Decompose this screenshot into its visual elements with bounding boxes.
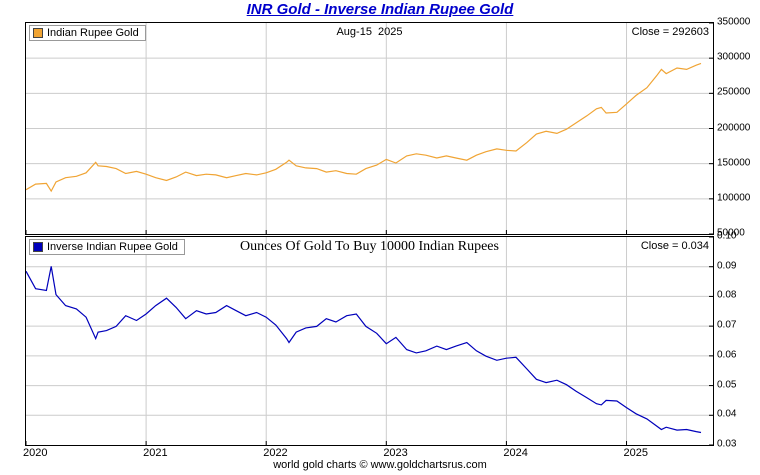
y-tick-label: 100000 [717,192,751,204]
y-tick-label: 300000 [717,51,751,63]
y-tick-label: 0.09 [717,260,737,272]
inverse-y-axis-labels: 0.03 0.04 0.05 0.06 0.07 0.08 0.09 0.10 [717,231,759,450]
x-tick-label: 2023 [383,447,408,459]
y-tick-label: 200000 [717,122,751,133]
gold-legend-label: Indian Rupee Gold [47,27,139,39]
gold-y-axis-labels: 50000 100000 150000 200000 250000 300000 35000… [717,17,759,239]
gold-price-panel: Indian Rupee Gold Aug-15 2025 Close = 29… [25,22,714,235]
page-title: INR Gold - Inverse Indian Rupee Gold [246,1,514,18]
inverse-legend: Inverse Indian Rupee Gold [29,239,185,255]
x-axis-labels: 2020 2021 2022 2023 2024 2025 [23,447,712,461]
x-tick-label: 2024 [503,447,528,459]
y-tick-label: 0.03 [717,438,737,450]
gold-close-label: Close = 292603 [631,26,709,38]
x-tick-label: 2025 [623,447,648,459]
x-tick-label: 2020 [23,447,48,459]
inverse-plot [26,237,713,445]
gold-legend: Indian Rupee Gold [29,25,146,41]
inverse-close-label: Close = 0.034 [640,240,709,252]
inverse-legend-swatch [33,242,43,252]
gold-legend-swatch [33,28,43,38]
y-tick-label: 50000 [717,227,745,239]
inverse-line-series [26,266,702,434]
y-tick-label: 350000 [717,16,751,28]
y-tick-label: 0.04 [717,408,737,420]
inverse-panel: Inverse Indian Rupee Gold Ounces Of Gold… [25,236,714,446]
footer-credit: world gold charts © www.goldchartsrus.co… [273,459,487,471]
y-tick-label: 0.06 [717,349,737,361]
y-tick-label: 0.07 [717,319,737,331]
y-tick-label: 0.10 [717,230,737,242]
gold-line-series [26,62,702,193]
y-tick-label: 250000 [717,86,751,98]
x-tick-label: 2021 [143,447,168,459]
y-tick-label: 150000 [717,157,751,169]
gold-price-plot [26,23,713,234]
inverse-legend-label: Inverse Indian Rupee Gold [47,241,178,253]
x-tick-label: 2022 [263,447,288,459]
y-tick-label: 0.08 [717,289,737,301]
y-tick-label: 0.05 [717,379,737,391]
